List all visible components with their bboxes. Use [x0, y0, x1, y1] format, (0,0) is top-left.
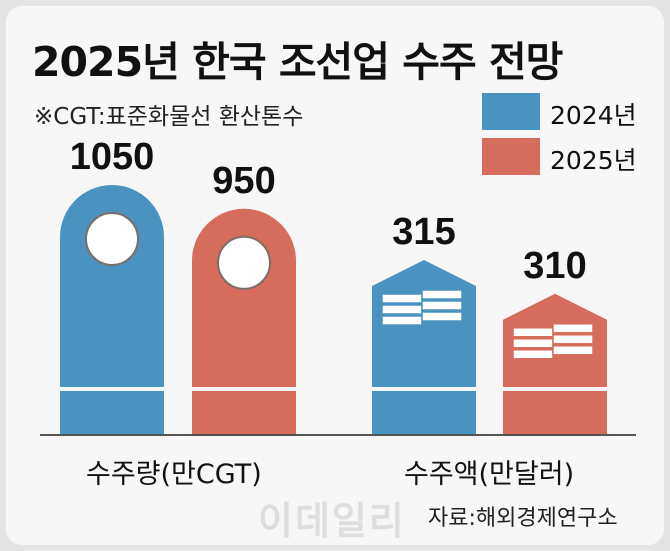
legend-label-2025: 2025년: [550, 146, 637, 175]
value-label-2025-volume: 950: [212, 160, 275, 202]
source-note: 자료:해외경제연구소: [428, 506, 618, 531]
ship-porthole-icon: [85, 212, 139, 266]
unit-note: ※CGT:표준화물선 환산톤수: [34, 104, 304, 130]
legend-swatch-2025: [482, 138, 540, 175]
bar-stripe-2025-amount: [502, 387, 608, 391]
value-label-2024-volume: 1050: [70, 136, 155, 178]
ship-porthole-icon: [217, 235, 271, 290]
stacked-cash-icon: [512, 323, 594, 360]
stacked-cash-icon: [381, 289, 463, 326]
bar-2025-amount: [503, 293, 607, 435]
bar-stripe-2024-amount: [371, 387, 477, 391]
category-label-volume: 수주량(만CGT): [86, 459, 262, 490]
bar-stripe-2025-volume: [191, 387, 297, 391]
legend-swatch-2024: [482, 93, 540, 130]
watermark-logo: 이데일리: [258, 499, 406, 543]
value-label-2024-amount: 315: [392, 211, 455, 253]
value-label-2025-amount: 310: [523, 245, 586, 287]
bar-stripe-2024-volume: [59, 387, 165, 391]
bar-2024-amount: [372, 260, 476, 435]
legend-label-2024: 2024년: [550, 101, 637, 130]
bar-2024-volume: [60, 185, 164, 435]
category-label-amount: 수주액(만달러): [404, 459, 575, 490]
chart-title: 2025년 한국 조선업 수주 전망: [32, 38, 563, 86]
